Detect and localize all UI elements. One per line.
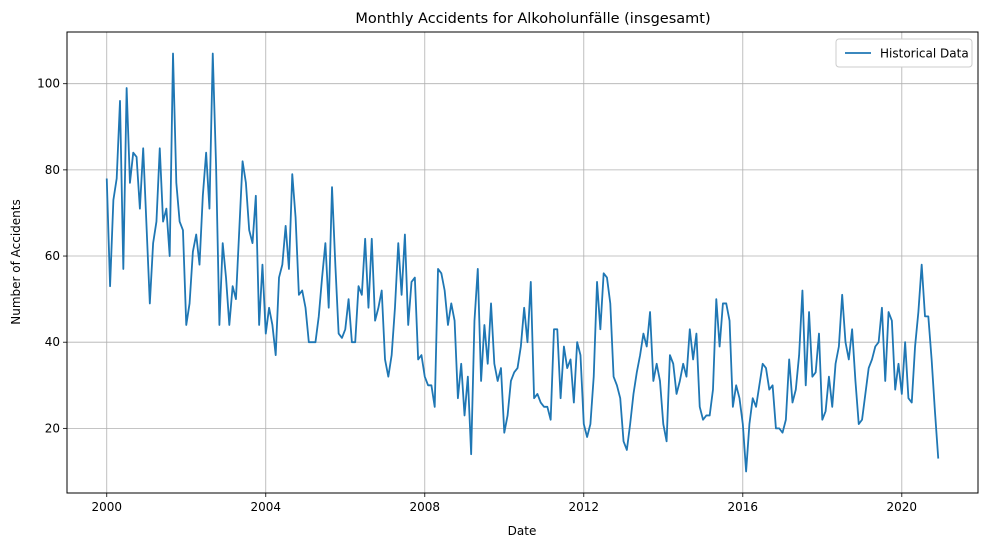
y-tick-label: 100 [37, 77, 60, 91]
x-axis-label: Date [508, 524, 537, 538]
x-tick-label: 2008 [410, 500, 441, 514]
chart-title: Monthly Accidents for Alkoholunfälle (in… [355, 11, 710, 27]
y-tick-label: 60 [45, 249, 60, 263]
x-tick-label: 2012 [569, 500, 600, 514]
y-tick-label: 80 [45, 163, 60, 177]
legend: Historical Data [835, 38, 973, 68]
x-tick-label: 2004 [250, 500, 281, 514]
x-tick-label: 2020 [887, 500, 918, 514]
legend-label: Historical Data [880, 47, 969, 61]
y-tick-label: 40 [45, 335, 60, 349]
series-layer [105, 52, 940, 473]
plot-frame [66, 31, 979, 494]
x-tick-label: 2016 [728, 500, 759, 514]
y-tick-label: 20 [45, 421, 60, 435]
series-line [105, 52, 940, 473]
legend-box [835, 38, 973, 68]
y-axis-label: Number of Accidents [9, 199, 23, 325]
x-tick-label: 2000 [91, 500, 122, 514]
